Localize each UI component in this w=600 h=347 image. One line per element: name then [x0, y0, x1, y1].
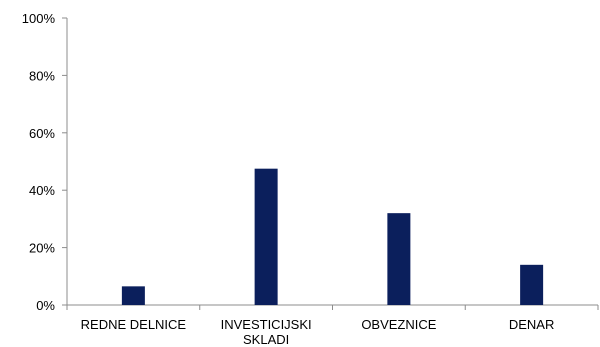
- x-tick-label: DENAR: [509, 317, 555, 332]
- y-tick-label: 100%: [22, 11, 56, 26]
- chart-bars: [121, 168, 544, 305]
- y-tick-label: 40%: [29, 183, 55, 198]
- x-tick-label: INVESTICIJSKI: [221, 317, 312, 332]
- x-tick-label: OBVEZNICE: [361, 317, 436, 332]
- bar: [387, 213, 411, 305]
- y-tick-label: 20%: [29, 241, 55, 256]
- x-tick-label: SKLADI: [243, 332, 289, 347]
- bar: [520, 264, 544, 305]
- x-tick-label: REDNE DELNICE: [81, 317, 187, 332]
- chart-axes: [62, 17, 599, 310]
- y-tick-label: 80%: [29, 68, 55, 83]
- bar: [121, 286, 145, 305]
- bar: [254, 168, 278, 305]
- y-tick-label: 0%: [36, 298, 55, 313]
- y-tick-label: 60%: [29, 126, 55, 141]
- y-axis-tick-labels: 0% 20% 40% 60% 80% 100%: [22, 11, 56, 313]
